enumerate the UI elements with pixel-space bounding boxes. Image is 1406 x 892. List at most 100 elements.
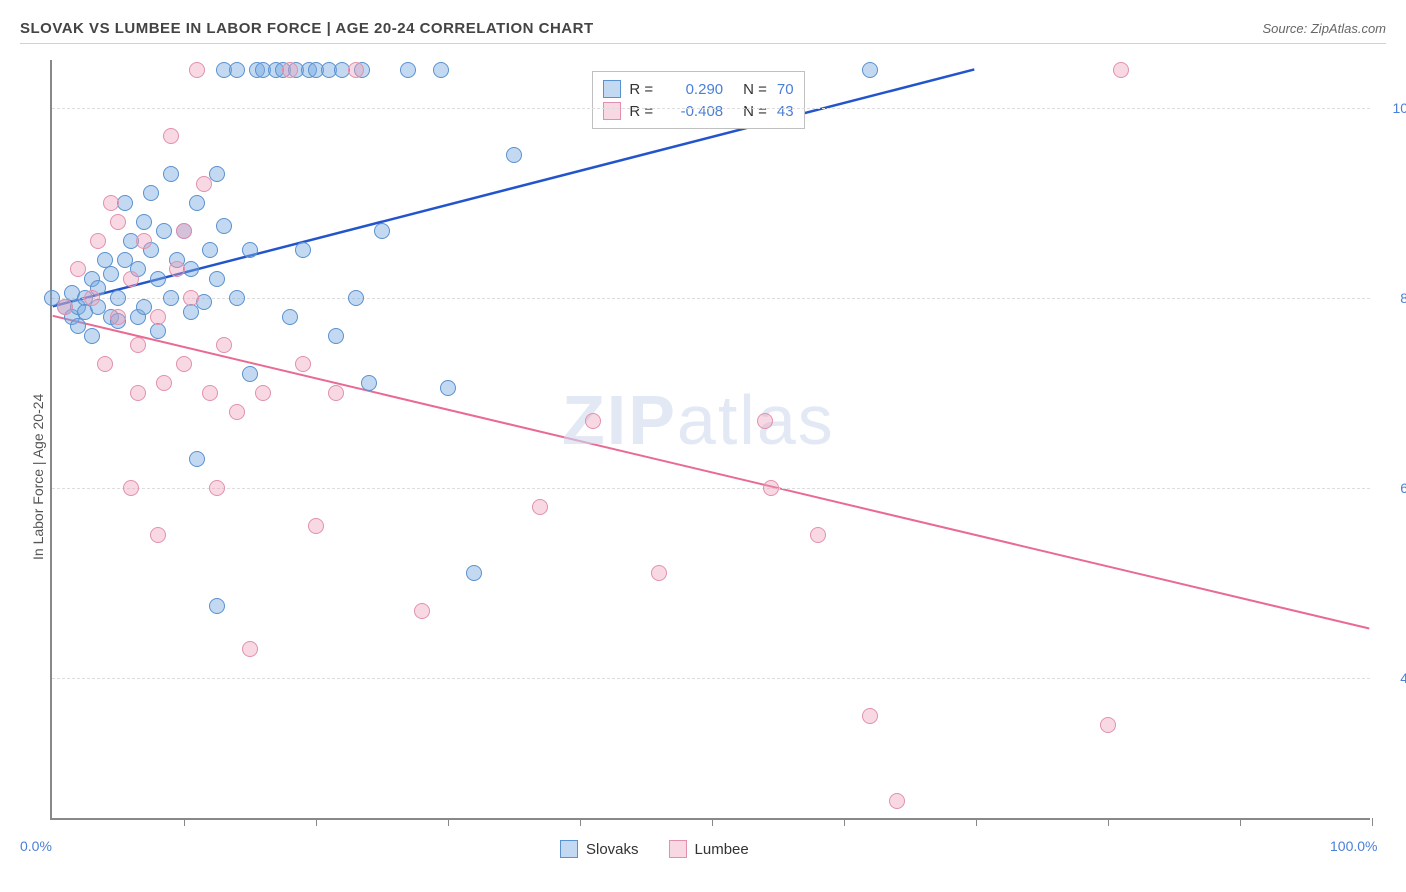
lumbee-point — [136, 233, 152, 249]
slovaks-point — [216, 218, 232, 234]
slovaks-point — [143, 185, 159, 201]
slovaks-point — [110, 290, 126, 306]
lumbee-point — [123, 271, 139, 287]
legend-item-lumbee: Lumbee — [669, 840, 749, 858]
slovaks-point — [466, 565, 482, 581]
slovaks-point — [242, 242, 258, 258]
x-tick — [1372, 818, 1373, 826]
lumbee-point — [532, 499, 548, 515]
slovaks-point — [103, 266, 119, 282]
slovaks-swatch — [603, 80, 621, 98]
lumbee-point — [150, 309, 166, 325]
lumbee-point — [255, 385, 271, 401]
legend-bottom: Slovaks Lumbee — [560, 840, 749, 858]
lumbee-point — [156, 375, 172, 391]
lumbee-point — [1113, 62, 1129, 78]
gridline-h — [52, 108, 1370, 109]
slovaks-point — [150, 323, 166, 339]
slovaks-point — [282, 309, 298, 325]
slovaks-point — [242, 366, 258, 382]
stats-n-label: N = — [743, 81, 767, 98]
lumbee-point — [1100, 717, 1116, 733]
lumbee-point — [862, 708, 878, 724]
lumbee-point — [282, 62, 298, 78]
lumbee-legend-label: Lumbee — [695, 841, 749, 858]
slovaks-point — [328, 328, 344, 344]
y-tick-label: 40.0% — [1380, 670, 1406, 686]
legend-item-slovaks: Slovaks — [560, 840, 639, 858]
stats-r-value: 0.290 — [663, 81, 723, 98]
slovaks-point — [202, 242, 218, 258]
lumbee-point — [757, 413, 773, 429]
lumbee-point — [150, 527, 166, 543]
x-tick — [1240, 818, 1241, 826]
lumbee-point — [163, 128, 179, 144]
lumbee-point — [414, 603, 430, 619]
lumbee-point — [97, 356, 113, 372]
lumbee-point — [889, 793, 905, 809]
x-tick — [844, 818, 845, 826]
y-tick-label: 60.0% — [1380, 480, 1406, 496]
stats-row-slovaks: R =0.290N =70 — [603, 78, 793, 100]
x-tick — [580, 818, 581, 826]
slovaks-legend-label: Slovaks — [586, 841, 639, 858]
trend-lines-svg — [52, 60, 1370, 818]
stats-n-value: 43 — [777, 103, 794, 120]
stats-r-value: -0.408 — [663, 103, 723, 120]
lumbee-point — [763, 480, 779, 496]
gridline-h — [52, 678, 1370, 679]
lumbee-point — [176, 223, 192, 239]
slovaks-point — [229, 290, 245, 306]
lumbee-point — [810, 527, 826, 543]
slovaks-point — [163, 290, 179, 306]
stats-r-label: R = — [629, 81, 653, 98]
slovaks-point — [400, 62, 416, 78]
title-bar: SLOVAK VS LUMBEE IN LABOR FORCE | AGE 20… — [20, 20, 1386, 44]
x-tick — [712, 818, 713, 826]
slovaks-point — [862, 62, 878, 78]
slovaks-point — [374, 223, 390, 239]
lumbee-point — [183, 290, 199, 306]
lumbee-point — [202, 385, 218, 401]
stats-r-label: R = — [629, 103, 653, 120]
slovaks-point — [440, 380, 456, 396]
slovaks-point — [156, 223, 172, 239]
lumbee-point — [348, 62, 364, 78]
slovaks-point — [189, 195, 205, 211]
lumbee-swatch — [603, 102, 621, 120]
slovaks-point — [84, 328, 100, 344]
lumbee-point — [328, 385, 344, 401]
lumbee-point — [189, 62, 205, 78]
lumbee-point — [308, 518, 324, 534]
y-tick-label: 100.0% — [1380, 100, 1406, 116]
lumbee-point — [585, 413, 601, 429]
x-tick — [448, 818, 449, 826]
source-text: Source: ZipAtlas.com — [1262, 21, 1386, 36]
slovaks-point — [150, 271, 166, 287]
slovaks-point — [209, 271, 225, 287]
stats-legend-box: R =0.290N =70R =-0.408N =43 — [592, 71, 804, 129]
x-tick — [184, 818, 185, 826]
slovaks-point — [506, 147, 522, 163]
lumbee-point — [229, 404, 245, 420]
lumbee-point — [169, 261, 185, 277]
lumbee-point — [110, 309, 126, 325]
x-tick — [976, 818, 977, 826]
lumbee-point — [130, 385, 146, 401]
lumbee-point — [84, 290, 100, 306]
x-axis-max-label: 100.0% — [1330, 838, 1377, 854]
chart-title: SLOVAK VS LUMBEE IN LABOR FORCE | AGE 20… — [20, 20, 594, 37]
lumbee-point — [130, 337, 146, 353]
slovaks-point — [229, 62, 245, 78]
gridline-h — [52, 488, 1370, 489]
lumbee-point — [176, 356, 192, 372]
lumbee-point — [196, 176, 212, 192]
lumbee-point — [295, 356, 311, 372]
lumbee-point — [209, 480, 225, 496]
slovaks-point — [209, 166, 225, 182]
lumbee-point — [123, 480, 139, 496]
lumbee-point — [110, 214, 126, 230]
slovaks-point — [209, 598, 225, 614]
lumbee-point — [103, 195, 119, 211]
slovaks-point — [163, 166, 179, 182]
